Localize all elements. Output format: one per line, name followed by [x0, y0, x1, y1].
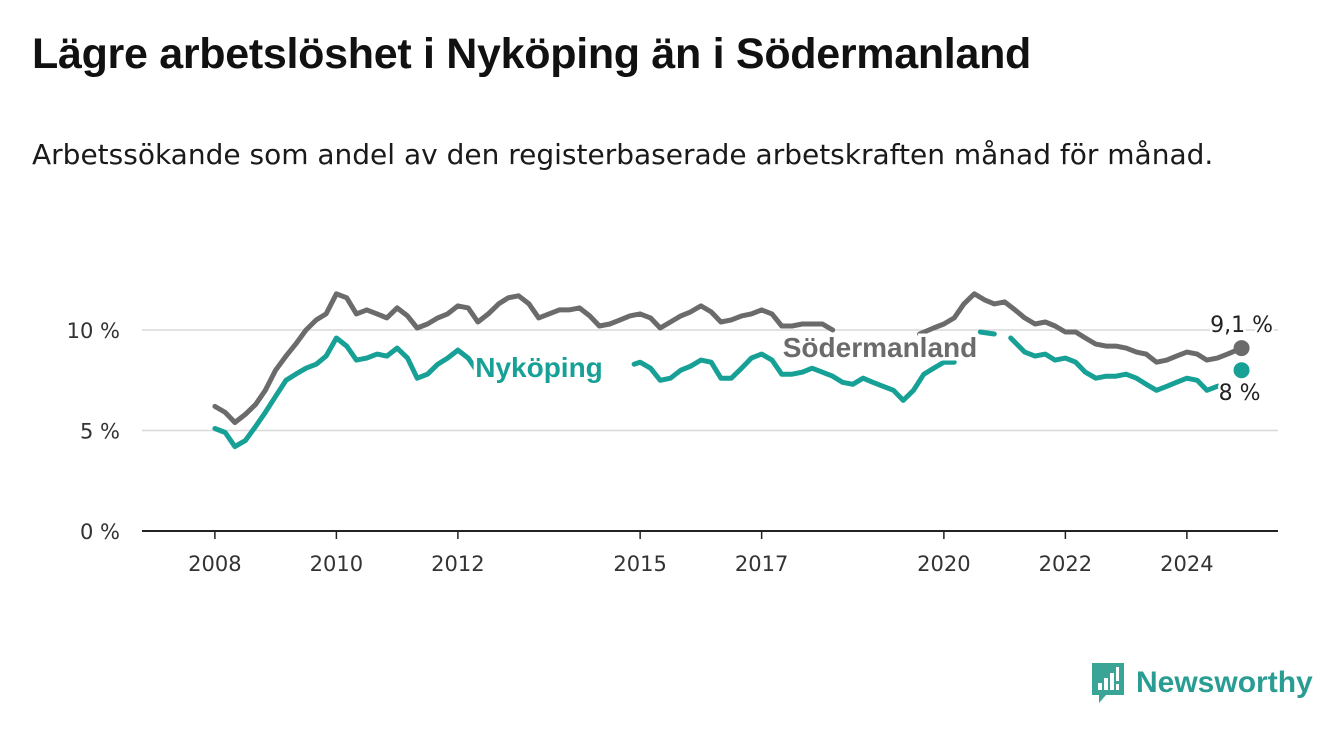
chart-subtitle: Arbetssökande som andel av den registerb… [32, 138, 1214, 171]
series-lines [212, 291, 1245, 450]
x-tick-label: 2008 [188, 552, 241, 576]
bar-chart-speech-bubble-icon [1092, 663, 1124, 703]
x-axis-ticks: 2008 2010 2012 2015 2017 2020 2022 2024 [188, 531, 1214, 576]
endpoint-dot-nykoping [1233, 362, 1250, 379]
y-axis-ticks: 0 % 5 % 10 % [67, 319, 120, 544]
y-tick-label: 5 % [80, 420, 120, 444]
endpoint-dot-sodermanland [1233, 340, 1250, 357]
endpoint-label-nykoping: 8 % [1219, 381, 1261, 406]
grid-lines [142, 329, 1278, 432]
x-tick-label: 2020 [917, 552, 970, 576]
series-line-nykoping [212, 329, 1231, 450]
series-line-sodermanland [212, 291, 1245, 425]
x-tick-label: 2012 [431, 552, 484, 576]
logo-text: Newsworthy [1136, 666, 1313, 699]
x-tick-label: 2024 [1160, 552, 1213, 576]
endpoint-label-sodermanland: 9,1 % [1210, 313, 1273, 338]
x-tick-label: 2010 [310, 552, 363, 576]
x-tick-label: 2022 [1039, 552, 1092, 576]
newsworthy-logo: Newsworthy [1090, 661, 1313, 705]
chart-title: Lägre arbetslöshet i Nyköping än i Söder… [32, 30, 1032, 78]
endpoint-markers: 9,1 % 8 % [1208, 311, 1276, 409]
series-label-nykoping: Nyköping [475, 352, 603, 383]
x-tick-label: 2015 [613, 552, 666, 576]
x-tick-label: 2017 [735, 552, 788, 576]
y-tick-label: 10 % [67, 319, 120, 343]
y-tick-label: 0 % [80, 520, 120, 544]
series-label-sodermanland: Södermanland [783, 332, 977, 363]
series-labels: Södermanland Nyköping [472, 329, 981, 387]
